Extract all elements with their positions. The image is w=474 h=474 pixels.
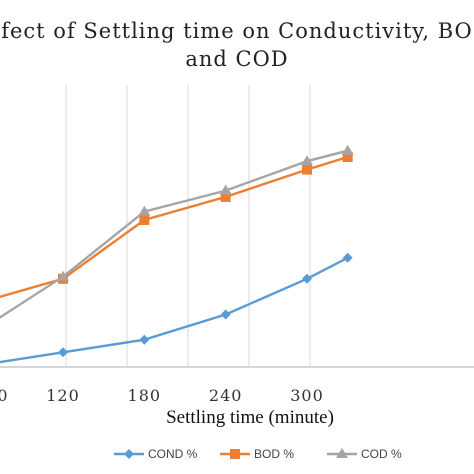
legend-label: BOD % xyxy=(254,447,294,461)
legend-item: COND % xyxy=(114,447,198,461)
data-point-cond xyxy=(220,309,231,320)
x-tick-label: 240 xyxy=(209,386,243,405)
legend-item: BOD % xyxy=(220,447,294,461)
chart-title-line-1: fect of Settling time on Conductivity, B… xyxy=(1,19,473,43)
x-tick-labels: 0 120 180 240 300 xyxy=(0,386,324,405)
legend-marker xyxy=(336,448,348,458)
legend-label: COD % xyxy=(361,447,402,461)
series-line-cond xyxy=(0,256,349,364)
legend-label: COND % xyxy=(148,447,198,461)
x-tick-label: 300 xyxy=(290,386,324,405)
legend-marker xyxy=(230,449,240,459)
data-point-cod xyxy=(57,270,69,281)
series-line-cod xyxy=(0,149,348,319)
series-line-bod xyxy=(0,155,349,298)
gridlines xyxy=(65,85,311,367)
data-point-cod xyxy=(301,155,313,166)
data-point-cond xyxy=(302,273,312,284)
legend: COND % BOD % COD % xyxy=(114,447,402,461)
series-layer xyxy=(0,144,354,364)
data-point-cond xyxy=(139,334,150,345)
data-point-cod xyxy=(219,184,232,195)
x-tick-label: 120 xyxy=(46,386,80,405)
chart-title-line-2: and COD xyxy=(185,47,288,71)
data-point-cod xyxy=(341,144,354,155)
x-tick-label: 180 xyxy=(128,386,162,405)
data-point-cond xyxy=(342,252,353,263)
legend-marker xyxy=(124,449,134,459)
x-tick-label: 0 xyxy=(0,386,9,405)
data-point-bod xyxy=(139,215,150,225)
x-axis-label: Settling time (minute) xyxy=(166,407,334,428)
data-point-bod xyxy=(342,152,353,162)
data-point-cod xyxy=(138,205,151,216)
legend-item: COD % xyxy=(327,447,402,461)
data-point-bod xyxy=(220,191,231,202)
data-point-cond xyxy=(58,347,68,358)
data-point-bod xyxy=(302,164,312,175)
